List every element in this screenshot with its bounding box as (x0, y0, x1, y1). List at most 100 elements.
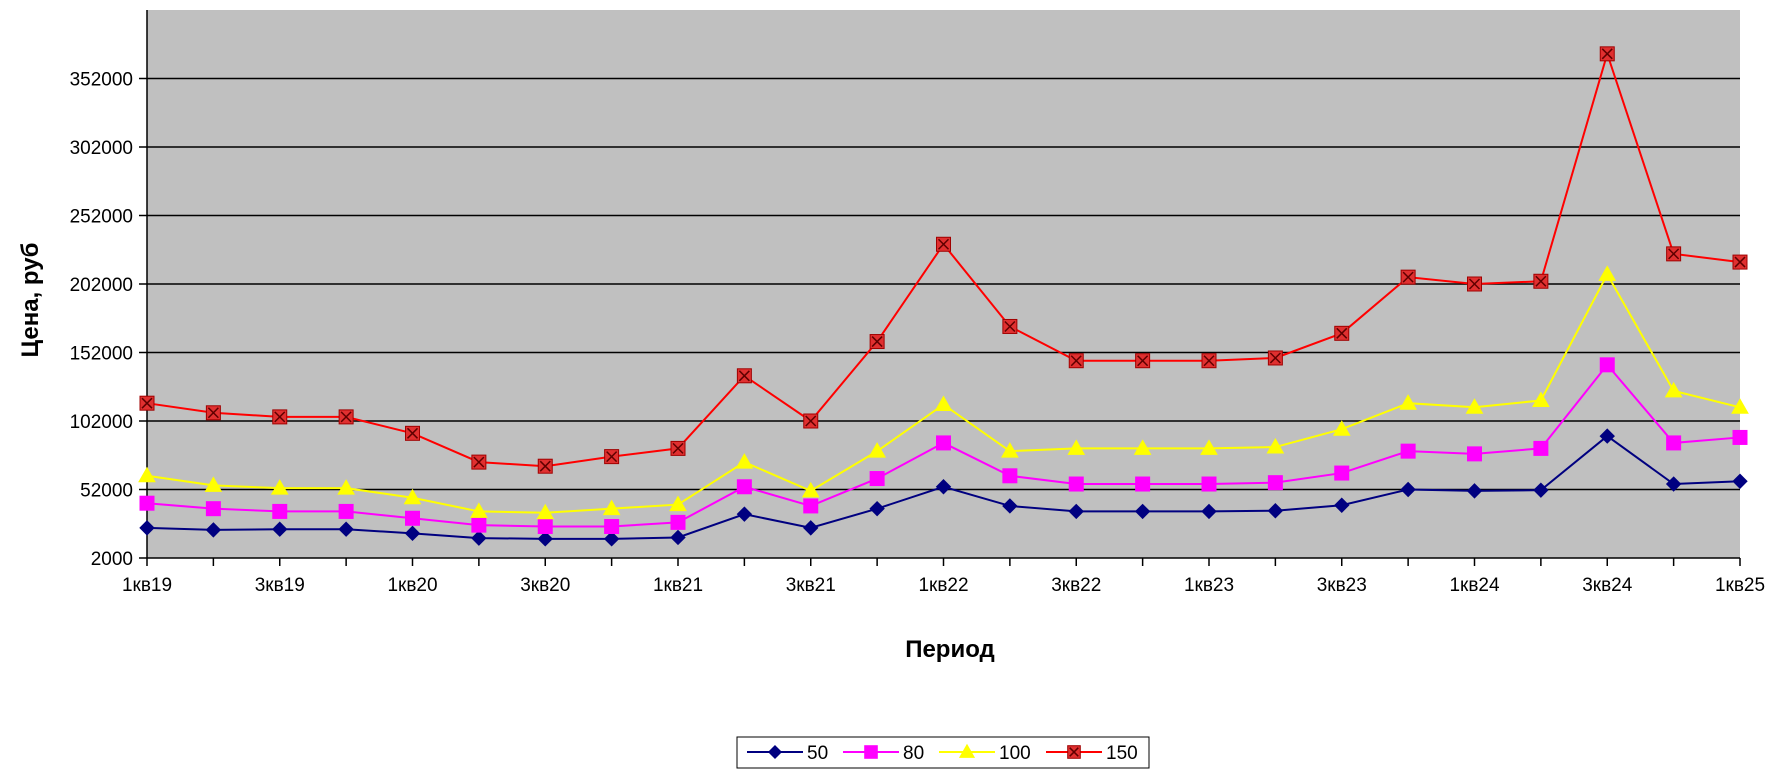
data-point (405, 510, 420, 526)
data-point (471, 454, 487, 470)
data-point (1133, 439, 1152, 455)
data-point (670, 529, 686, 546)
data-point (338, 503, 354, 519)
data-point-cross (805, 415, 817, 427)
legend: 50 80 100 150 (736, 736, 1150, 769)
data-point (1067, 439, 1086, 455)
data-point-cross (1070, 355, 1082, 367)
data-point (1002, 468, 1018, 484)
x-tick-label: 3кв19 (255, 575, 305, 596)
data-point (270, 479, 289, 495)
data-point (272, 521, 288, 537)
x-tick-label: 1кв19 (122, 575, 172, 596)
data-point-cross (738, 370, 750, 382)
data-point (736, 368, 752, 384)
x-axis-ticks: 1кв19 3кв19 1кв20 3кв20 1кв21 3кв21 1кв22 3кв22… (122, 558, 1765, 596)
data-point (1266, 438, 1285, 454)
data-point (1665, 476, 1682, 492)
data-point (1666, 435, 1682, 451)
data-point (958, 743, 976, 758)
data-point (1599, 357, 1615, 373)
data-point-cross (1137, 355, 1149, 367)
data-point (1399, 394, 1417, 410)
series-50 (139, 428, 1748, 547)
data-point-cross (1734, 256, 1746, 268)
x-tick-label: 1кв22 (918, 575, 968, 596)
x-tick-label: 1кв24 (1449, 575, 1500, 596)
data-point (1201, 353, 1217, 369)
data-point (603, 531, 620, 547)
data-point (869, 334, 885, 350)
data-point-cross (340, 411, 352, 423)
y-axis-title: Цена, руб (17, 243, 44, 358)
data-point (1731, 398, 1749, 414)
series-layer (138, 46, 1749, 547)
data-point (138, 466, 156, 483)
y-tick-label: 202000 (70, 275, 133, 296)
data-point (869, 471, 885, 487)
data-point (1732, 429, 1748, 445)
data-point-cross (871, 336, 883, 348)
data-point (1201, 503, 1217, 520)
series-100 (138, 265, 1749, 520)
data-point (1664, 381, 1683, 398)
legend-entry-80: 80 (843, 743, 924, 764)
data-point-cross (606, 451, 618, 463)
data-point (338, 521, 354, 537)
data-point-cross (672, 442, 684, 454)
data-point (803, 413, 819, 429)
data-point (1200, 439, 1218, 455)
data-point (471, 530, 487, 546)
y-tick-label: 2000 (91, 549, 133, 570)
data-point (736, 506, 753, 522)
data-point-cross (1601, 48, 1613, 60)
legend-label: 100 (999, 743, 1031, 764)
data-point (1068, 353, 1084, 369)
data-point (1267, 503, 1284, 519)
x-tick-label: 1кв23 (1184, 575, 1234, 596)
data-point (537, 458, 553, 474)
data-point (1533, 440, 1549, 456)
data-point (537, 531, 553, 547)
data-point (205, 501, 221, 517)
x-tick-label: 3кв23 (1317, 575, 1367, 596)
data-point (1001, 442, 1019, 458)
data-point-cross (473, 456, 485, 468)
legend-entry-50: 50 (747, 743, 828, 764)
data-point (864, 745, 878, 759)
data-point (471, 517, 487, 533)
data-point (1334, 325, 1350, 341)
y-tick-label: 152000 (70, 344, 133, 365)
data-point (204, 476, 223, 492)
legend-label: 50 (807, 743, 828, 764)
data-point (536, 503, 555, 520)
data-point-cross (1535, 275, 1547, 287)
data-point (803, 520, 819, 536)
data-point (670, 514, 686, 530)
data-point (803, 498, 819, 514)
data-point (205, 522, 222, 538)
x-tick-label: 3кв22 (1051, 575, 1101, 596)
data-point (1400, 269, 1416, 285)
y-tick-label: 302000 (70, 138, 133, 159)
data-point-cross (1402, 271, 1414, 283)
data-point (602, 499, 621, 516)
data-point (272, 409, 288, 425)
x-tick-label: 1кв25 (1715, 575, 1765, 596)
data-point (139, 520, 155, 536)
data-point-cross (1004, 320, 1016, 333)
data-point (1002, 318, 1018, 334)
data-point (1134, 503, 1151, 520)
data-point (1532, 391, 1550, 407)
legend-label: 150 (1106, 743, 1138, 764)
data-point (470, 502, 488, 518)
data-point-cross (1269, 352, 1281, 364)
series-150 (139, 46, 1748, 474)
data-point (604, 449, 620, 465)
data-point-cross (274, 411, 286, 423)
data-point (1465, 398, 1484, 414)
data-point (1666, 246, 1682, 262)
data-point (405, 425, 420, 441)
data-point (139, 495, 155, 511)
